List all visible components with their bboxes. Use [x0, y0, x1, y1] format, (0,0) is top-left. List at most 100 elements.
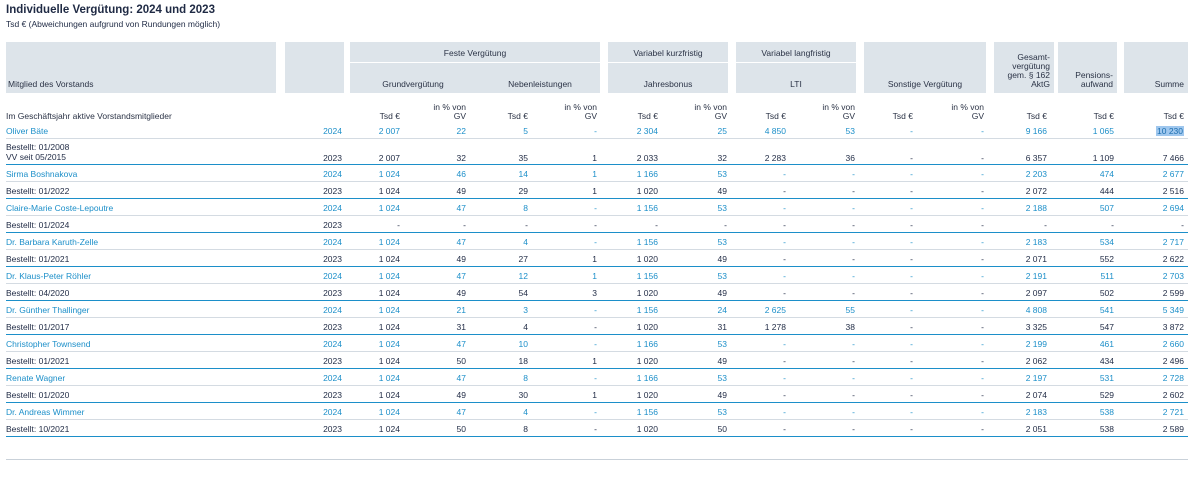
year-cell: 2024 — [323, 407, 342, 417]
cell-pension: - — [1111, 220, 1114, 230]
year-cell: 2024 — [323, 169, 342, 179]
row-divider — [6, 198, 1188, 199]
unit-pct: in % von GV — [822, 102, 855, 121]
cell-bonus-pct: 25 — [717, 126, 727, 136]
row-divider — [6, 181, 1188, 182]
cell-grund-tsd: - — [397, 220, 400, 230]
cell-grund-pct: 47 — [456, 373, 466, 383]
cell-lti-tsd: 2 283 — [764, 153, 786, 163]
year-cell: 2023 — [323, 288, 342, 298]
cell-lti-pct: - — [852, 407, 855, 417]
table-subtitle: Tsd € (Abweichungen aufgrund von Rundung… — [6, 19, 221, 29]
row-divider — [6, 249, 1188, 250]
cell-sonstige-pct: - — [981, 271, 984, 281]
header-year-col — [285, 42, 344, 93]
cell-summe: 2 602 — [1162, 390, 1184, 400]
cell-bonus-pct: 49 — [717, 254, 727, 264]
cell-grund-pct: 50 — [456, 424, 466, 434]
row-divider — [6, 419, 1188, 420]
cell-sonstige-tsd: - — [910, 254, 913, 264]
appointment-info: Bestellt: 01/2008 VV seit 05/2015 — [6, 142, 70, 162]
cell-lti-pct: - — [852, 220, 855, 230]
cell-lti-tsd: - — [783, 407, 786, 417]
cell-lti-pct: - — [852, 339, 855, 349]
cell-sonstige-tsd: - — [910, 356, 913, 366]
cell-lti-tsd: 2 625 — [764, 305, 786, 315]
cell-summe: 2 703 — [1162, 271, 1184, 281]
appointment-info: Bestellt: 01/2021 — [6, 356, 70, 366]
appointment-info: Bestellt: 01/2021 — [6, 254, 70, 264]
cell-sonstige-pct: - — [981, 424, 984, 434]
year-cell: 2024 — [323, 373, 342, 383]
appointment-info: Bestellt: 01/2020 — [6, 390, 70, 400]
cell-grund-tsd: 1 024 — [378, 237, 400, 247]
cell-sonstige-pct: - — [981, 339, 984, 349]
cell-neben-tsd: 4 — [523, 237, 528, 247]
selected-text-highlight[interactable]: 10 230 — [1156, 126, 1184, 136]
header-gesamtverguetung: Gesamt- vergütung gem. § 162 AktG — [994, 42, 1054, 93]
cell-sonstige-tsd: - — [910, 220, 913, 230]
cell-bonus-tsd: 1 020 — [636, 390, 658, 400]
header-member-col: Mitglied des Vorstands — [6, 42, 276, 93]
previous-year-row: Bestellt: 04/2020 2023 1 024 49 54 3 1 020 49 - -… — [0, 284, 1200, 301]
unit-pct: in % von GV — [951, 102, 984, 121]
cell-grund-tsd: 2 007 — [378, 153, 400, 163]
cell-bonus-tsd: 1 166 — [636, 373, 658, 383]
previous-year-row: Bestellt: 01/2024 2023 - - - - - - - - - - - - - — [0, 216, 1200, 233]
cell-lti-pct: 36 — [845, 153, 855, 163]
member-row: Dr. Günther Thallinger 2024 1 024 21 3 - 1 156… — [0, 301, 1200, 318]
cell-grund-tsd: 1 024 — [378, 169, 400, 179]
cell-pension: 552 — [1099, 254, 1114, 264]
cell-bonus-tsd: 1 020 — [636, 322, 658, 332]
cell-sonstige-pct: - — [981, 356, 984, 366]
member-row: Oliver Bäte 2024 2 007 22 5 - 2 304 25 4 850 53 - -… — [0, 122, 1200, 139]
header-summe-label: Summe — [1154, 79, 1184, 89]
unit-pct: in % von GV — [564, 102, 597, 121]
cell-summe: 2 599 — [1162, 288, 1184, 298]
cell-grund-pct: 49 — [456, 186, 466, 196]
appointment-info: Bestellt: 01/2017 — [6, 322, 70, 332]
cell-gesamt: 4 808 — [1025, 305, 1047, 315]
row-divider — [6, 283, 1188, 284]
cell-grund-pct: 49 — [456, 254, 466, 264]
cell-grund-tsd: 1 024 — [378, 254, 400, 264]
cell-grund-tsd: 1 024 — [378, 271, 400, 281]
unit-pct: in % von GV — [433, 102, 466, 121]
cell-neben-tsd: 4 — [523, 322, 528, 332]
cell-lti-pct: - — [852, 237, 855, 247]
cell-pension: 547 — [1099, 322, 1114, 332]
appointment-info: Bestellt: 01/2024 — [6, 220, 70, 230]
cell-sonstige-pct: - — [981, 186, 984, 196]
cell-sonstige-pct: - — [981, 288, 984, 298]
cell-bonus-pct: - — [724, 220, 727, 230]
cell-summe: - — [1181, 220, 1184, 230]
cell-gesamt: 6 357 — [1025, 153, 1047, 163]
header-separator — [608, 62, 728, 63]
cell-summe: 2 728 — [1162, 373, 1184, 383]
unit-row-label: Im Geschäftsjahr aktive Vorstandsmitglie… — [6, 111, 172, 121]
year-cell: 2024 — [323, 126, 342, 136]
year-cell: 2024 — [323, 237, 342, 247]
cell-bonus-pct: 49 — [717, 186, 727, 196]
cell-sonstige-tsd: - — [910, 390, 913, 400]
year-cell: 2023 — [323, 390, 342, 400]
header-jahresbonus: Jahresbonus — [643, 79, 693, 89]
row-divider — [6, 300, 1188, 301]
cell-bonus-pct: 49 — [717, 288, 727, 298]
cell-sonstige-pct: - — [981, 390, 984, 400]
cell-neben-pct: 3 — [592, 288, 597, 298]
row-divider — [6, 138, 1188, 139]
cell-grund-tsd: 1 024 — [378, 407, 400, 417]
cell-summe: 2 717 — [1162, 237, 1184, 247]
cell-grund-tsd: 1 024 — [378, 305, 400, 315]
cell-bonus-tsd: 1 156 — [636, 305, 658, 315]
row-divider — [6, 164, 1188, 165]
cell-grund-tsd: 1 024 — [378, 322, 400, 332]
cell-sonstige-tsd: - — [910, 237, 913, 247]
cell-neben-pct: - — [594, 322, 597, 332]
cell-neben-pct: - — [594, 424, 597, 434]
unit-tsd: Tsd € — [1163, 111, 1184, 121]
cell-bonus-pct: 53 — [717, 203, 727, 213]
member-name: Christopher Townsend — [6, 339, 91, 349]
cell-gesamt: 2 051 — [1025, 424, 1047, 434]
